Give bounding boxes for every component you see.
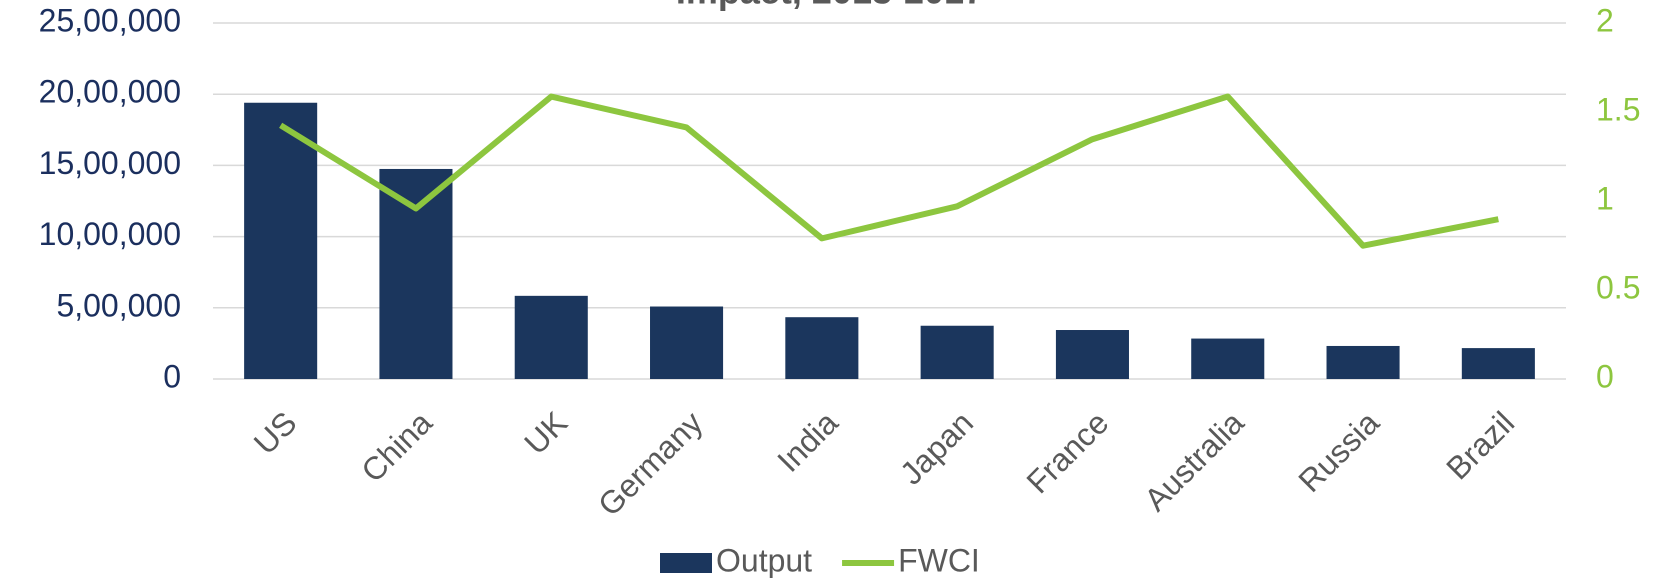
legend-label: FWCI bbox=[898, 542, 980, 578]
bar bbox=[1326, 345, 1400, 379]
y-tick-label: 15,00,000 bbox=[39, 145, 181, 181]
y2-tick-label: 0.5 bbox=[1596, 269, 1640, 305]
y2-tick-label: 2 bbox=[1596, 2, 1614, 38]
bar bbox=[1191, 338, 1265, 379]
bar bbox=[1055, 330, 1129, 379]
x-tick-label: Russia bbox=[1291, 404, 1386, 499]
y2-tick-label: 1 bbox=[1596, 180, 1614, 216]
x-tick-label: Germany bbox=[591, 404, 710, 523]
x-tick-label: UK bbox=[517, 404, 574, 461]
y-tick-label: 25,00,000 bbox=[39, 2, 181, 38]
x-tick-label: Brazil bbox=[1439, 404, 1521, 486]
legend-label: Output bbox=[716, 542, 812, 578]
bar bbox=[379, 168, 453, 379]
x-tick-label: Australia bbox=[1137, 404, 1251, 518]
line bbox=[279, 93, 1499, 249]
legend-swatch bbox=[660, 553, 712, 573]
y2-tick-label: 0 bbox=[1596, 358, 1614, 394]
y-tick-label: 20,00,000 bbox=[39, 74, 181, 110]
bar bbox=[920, 325, 994, 379]
x-tick-label: China bbox=[354, 404, 439, 489]
y-tick-label: 5,00,000 bbox=[56, 287, 181, 323]
x-tick-label: India bbox=[770, 404, 845, 479]
x-tick-label: France bbox=[1019, 404, 1115, 500]
x-tick-label: Japan bbox=[893, 404, 980, 491]
x-tick-label: US bbox=[247, 404, 304, 461]
bar bbox=[785, 317, 859, 379]
bar bbox=[514, 295, 588, 379]
bar bbox=[650, 306, 724, 379]
y-tick-label: 0 bbox=[163, 358, 181, 394]
chart-title: Impact, 2013-2017 bbox=[676, 0, 984, 12]
y-tick-label: 10,00,000 bbox=[39, 216, 181, 252]
y2-tick-label: 1.5 bbox=[1596, 91, 1640, 127]
bar bbox=[1461, 348, 1535, 379]
bar bbox=[244, 102, 318, 379]
